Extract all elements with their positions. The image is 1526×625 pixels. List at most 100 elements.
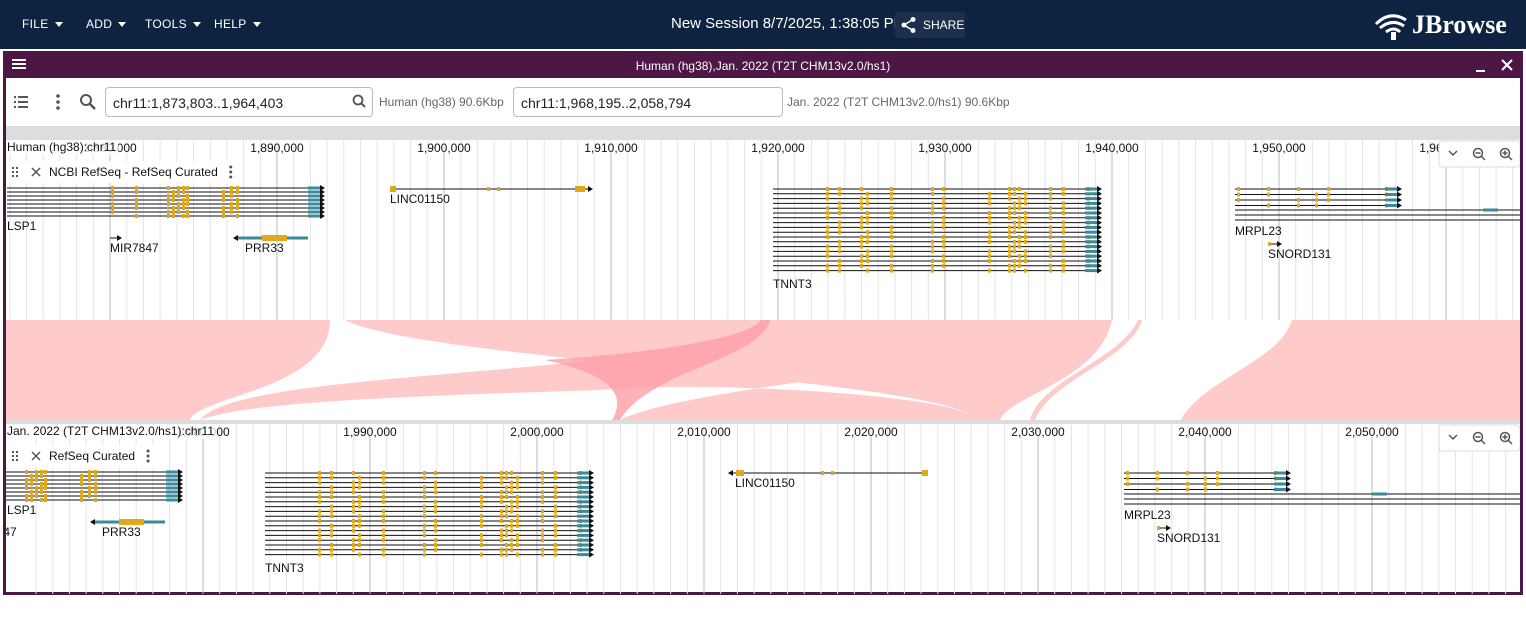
exon (890, 230, 893, 235)
exon (230, 190, 233, 194)
track-menu-dot[interactable] (229, 165, 233, 169)
zoom-in-icon[interactable] (1499, 147, 1511, 159)
exon (1049, 230, 1052, 235)
view-window-controls[interactable] (1473, 56, 1523, 76)
strand-arrow (589, 537, 594, 544)
close-track-icon[interactable] (31, 167, 41, 177)
exon (890, 191, 893, 196)
exon (382, 533, 385, 538)
exon (1018, 259, 1021, 263)
utr (577, 471, 589, 475)
exon (1008, 206, 1011, 211)
exon (80, 494, 83, 498)
track-menu-dot[interactable] (229, 175, 233, 179)
strand-arrow (589, 470, 594, 476)
header-band (6, 126, 1520, 140)
toolbar-icons[interactable] (12, 89, 102, 119)
exon (1049, 211, 1052, 215)
exon (480, 538, 483, 543)
exon (931, 201, 934, 206)
zoom-icon-part (1502, 150, 1513, 161)
collapse-icon[interactable] (1448, 434, 1458, 441)
exon (434, 509, 437, 514)
exon (94, 486, 97, 490)
view-menu-icon[interactable] (12, 58, 28, 72)
exon (1126, 471, 1129, 475)
drag-handle[interactable] (12, 167, 18, 177)
location-input[interactable]: chr11:1,968,195..2,058,794 (513, 87, 783, 117)
menu-help[interactable]: HELP (214, 17, 261, 31)
exon (434, 485, 437, 490)
exon (890, 187, 893, 191)
exon (358, 475, 361, 480)
exon (931, 230, 934, 235)
exon (516, 480, 519, 485)
exon (931, 220, 934, 225)
exon (1013, 225, 1016, 230)
exon (30, 490, 33, 494)
exon (330, 523, 333, 528)
track-menu-dot[interactable] (146, 454, 150, 458)
zoom-out-icon[interactable] (1472, 431, 1484, 443)
exon (40, 470, 43, 474)
collapse-icon[interactable] (1448, 150, 1458, 157)
menu-file[interactable]: FILE (22, 17, 63, 31)
exon (554, 509, 557, 514)
exon (182, 202, 185, 206)
exon (1267, 192, 1270, 197)
exon (505, 528, 508, 533)
share-button[interactable]: SHARE (895, 12, 965, 38)
exon (1049, 263, 1052, 268)
exon (931, 239, 934, 244)
exon (186, 186, 189, 190)
exon (1013, 187, 1016, 191)
drag-handle[interactable] (12, 451, 18, 461)
exon (352, 543, 355, 547)
strand-arrow (1097, 262, 1102, 269)
strand-arrow (1097, 267, 1102, 274)
zoom-out-icon[interactable] (1472, 147, 1484, 159)
exon (1024, 230, 1027, 235)
exon (40, 482, 43, 486)
zoom-in-icon[interactable] (1499, 431, 1511, 443)
exon (44, 494, 47, 498)
exon (423, 523, 426, 528)
menu-tools[interactable]: TOOLS (145, 17, 201, 31)
exon (423, 552, 426, 557)
exon (1013, 239, 1016, 244)
exon (866, 268, 869, 273)
menu-add[interactable]: ADD (86, 17, 126, 31)
exon (434, 528, 437, 533)
exon (423, 514, 426, 519)
exon (505, 509, 508, 514)
exon (135, 198, 138, 202)
exon (826, 196, 829, 201)
exon (1157, 526, 1160, 530)
location-input[interactable]: chr11:1,873,803..1,964,403 (105, 87, 373, 117)
utr (308, 194, 320, 198)
exon (500, 480, 503, 485)
exon (1008, 215, 1011, 220)
exon (172, 194, 175, 198)
exon (1186, 487, 1189, 492)
utr (1085, 264, 1097, 268)
track-menu-dot[interactable] (146, 449, 150, 453)
exon (541, 519, 544, 523)
exon (135, 186, 138, 190)
strand-arrow (1097, 238, 1102, 245)
exon (352, 499, 355, 504)
exon (382, 480, 385, 485)
exon (1018, 244, 1021, 249)
exon (1008, 249, 1011, 254)
exon (352, 538, 355, 543)
exon (434, 523, 437, 528)
exon (500, 471, 503, 475)
track-menu-dot[interactable] (146, 459, 150, 463)
exon (1297, 203, 1300, 208)
exon (554, 543, 557, 547)
strand-arrow (589, 498, 594, 505)
track-menu-dot[interactable] (229, 170, 233, 174)
close-track-icon[interactable] (31, 451, 41, 461)
exon (44, 478, 47, 482)
exon (838, 191, 841, 196)
